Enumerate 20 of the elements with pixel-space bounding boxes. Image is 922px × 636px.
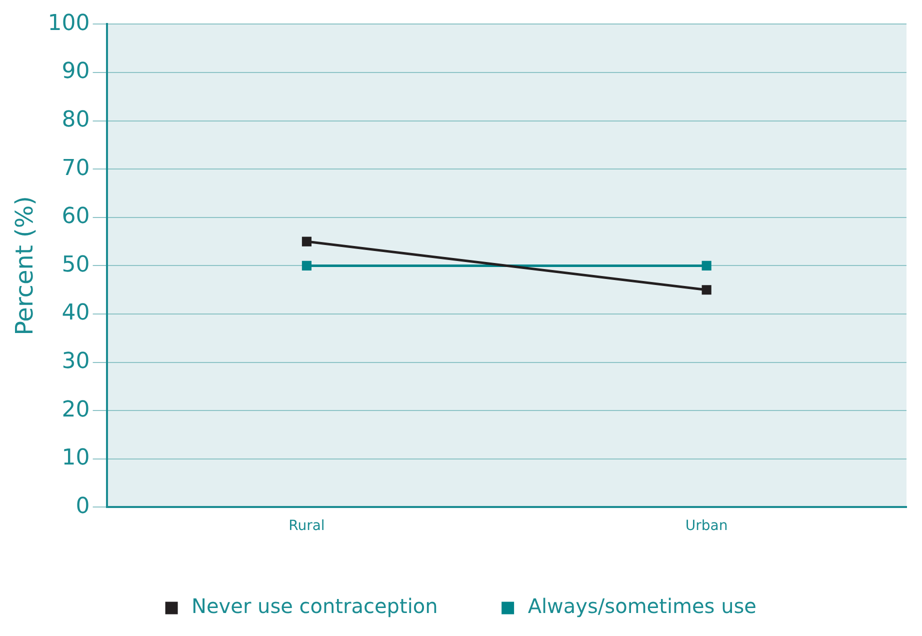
y-tick-label: 80: [62, 108, 90, 133]
y-tick-label: 0: [76, 494, 90, 519]
x-tick-label: Urban: [685, 518, 728, 534]
y-tick-label: 30: [62, 349, 90, 374]
point: [302, 236, 312, 246]
point: [702, 260, 712, 270]
y-axis-title: Percent (%): [10, 196, 39, 336]
legend-label: Always/sometimes use: [528, 594, 756, 618]
y-tick-label: 40: [62, 300, 90, 326]
y-tick-label: 20: [62, 397, 90, 422]
y-tick-label: 50: [62, 252, 90, 278]
y-tick-label: 70: [62, 156, 90, 181]
point: [702, 285, 712, 295]
y-tick-label: 100: [48, 10, 90, 36]
y-tick-label: 90: [62, 59, 90, 84]
point: [302, 260, 312, 270]
y-tick-label: 10: [62, 446, 90, 471]
x-tick-label: Rural: [288, 518, 325, 534]
y-tick-label: 60: [62, 204, 90, 230]
legend-label: Never use contraception: [192, 594, 438, 618]
